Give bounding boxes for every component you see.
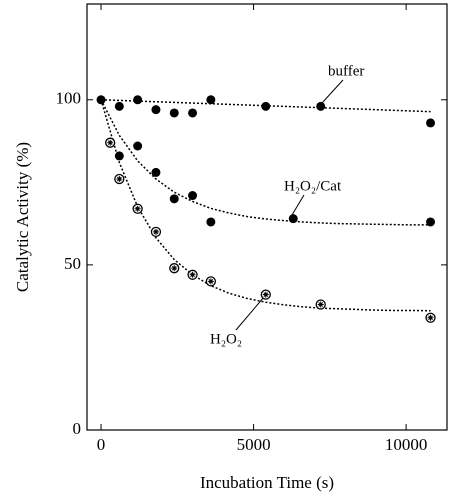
y-axis-label: Catalytic Activity (%) [13, 142, 32, 292]
point [114, 101, 124, 111]
x-tick-label: 10000 [385, 435, 428, 454]
series-annotation: H₂O₂ [210, 331, 242, 347]
point [169, 194, 179, 204]
point [151, 105, 161, 115]
point [133, 141, 143, 151]
x-axis-label: Incubation Time (s) [200, 473, 334, 492]
point [114, 151, 124, 161]
point [288, 214, 298, 224]
x-tick-label: 0 [97, 435, 106, 454]
point [133, 95, 143, 105]
fit-line [100, 99, 431, 226]
y-tick-label: 100 [56, 89, 82, 108]
y-tick-label: 50 [64, 254, 81, 273]
point [105, 137, 116, 148]
point [132, 203, 143, 214]
y-tick-label: 0 [73, 419, 82, 438]
point [426, 118, 436, 128]
leader-line [321, 79, 344, 104]
point [169, 108, 179, 118]
point [261, 101, 271, 111]
point [205, 276, 217, 287]
plot-frame [86, 3, 448, 431]
point [188, 191, 198, 201]
point [169, 263, 180, 274]
point [315, 299, 326, 310]
x-tick-label: 5000 [237, 435, 271, 454]
fit-line [100, 99, 431, 312]
point [206, 217, 216, 227]
point [260, 289, 271, 300]
point [206, 95, 216, 105]
point [316, 101, 326, 111]
point [151, 167, 161, 177]
point [188, 108, 198, 118]
point [426, 217, 436, 227]
point [150, 226, 162, 238]
leader-line [291, 194, 305, 216]
leader-line [235, 296, 265, 331]
series-annotation: H₂O₂/Cat [284, 178, 342, 194]
point [187, 269, 198, 280]
series-annotation: buffer [328, 63, 364, 79]
point [114, 173, 125, 185]
point [425, 312, 436, 323]
